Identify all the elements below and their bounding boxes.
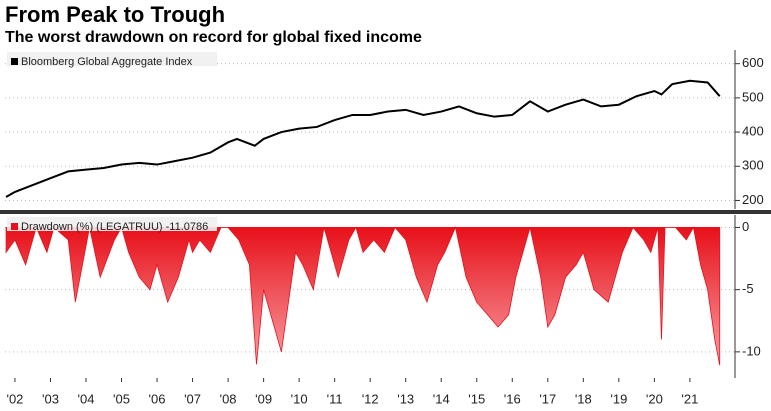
x-tick-label: '07 bbox=[184, 391, 201, 406]
x-tick-label: '08 bbox=[220, 391, 237, 406]
x-tick-label: '17 bbox=[539, 391, 556, 406]
x-tick-label: '10 bbox=[291, 391, 308, 406]
y-tick-label: 500 bbox=[742, 89, 764, 104]
x-tick-label: '15 bbox=[468, 391, 485, 406]
y-tick-label: 300 bbox=[742, 158, 764, 173]
legend-label: Bloomberg Global Aggregate Index bbox=[21, 56, 193, 68]
x-tick-label: '19 bbox=[610, 391, 627, 406]
x-tick-label: '05 bbox=[113, 391, 130, 406]
chart-subtitle: The worst drawdown on record for global … bbox=[5, 29, 422, 46]
line-series bbox=[5, 79, 721, 198]
legend-box bbox=[7, 217, 217, 231]
y-tick-label: -10 bbox=[742, 343, 761, 358]
x-tick-label: '06 bbox=[149, 391, 166, 406]
legend-swatch bbox=[11, 58, 18, 65]
legend-swatch bbox=[11, 223, 18, 230]
x-tick-label: '20 bbox=[646, 391, 663, 406]
y-tick-label: 400 bbox=[742, 124, 764, 139]
area-series bbox=[5, 226, 721, 366]
y-tick-label: 600 bbox=[742, 55, 764, 70]
chart-title: From Peak to Trough bbox=[5, 2, 225, 27]
y-tick-label: -5 bbox=[742, 281, 754, 296]
x-tick-label: '12 bbox=[362, 391, 379, 406]
x-tick-label: '02 bbox=[6, 391, 23, 406]
y-tick-label: 0 bbox=[742, 219, 749, 234]
x-tick-label: '04 bbox=[78, 391, 95, 406]
legend-box bbox=[7, 52, 217, 66]
x-tick-label: '14 bbox=[433, 391, 450, 406]
x-tick-label: '13 bbox=[397, 391, 414, 406]
x-tick-label: '09 bbox=[255, 391, 272, 406]
x-tick-label: '03 bbox=[42, 391, 59, 406]
x-tick-label: '21 bbox=[681, 391, 698, 406]
y-tick-label: 200 bbox=[742, 192, 764, 207]
x-tick-label: '18 bbox=[575, 391, 592, 406]
x-tick-label: '11 bbox=[327, 391, 343, 406]
legend-label: Drawdown (%) (LEGATRUU) -11.0786 bbox=[21, 221, 208, 233]
panel-divider bbox=[0, 210, 771, 214]
x-tick-label: '16 bbox=[504, 391, 521, 406]
